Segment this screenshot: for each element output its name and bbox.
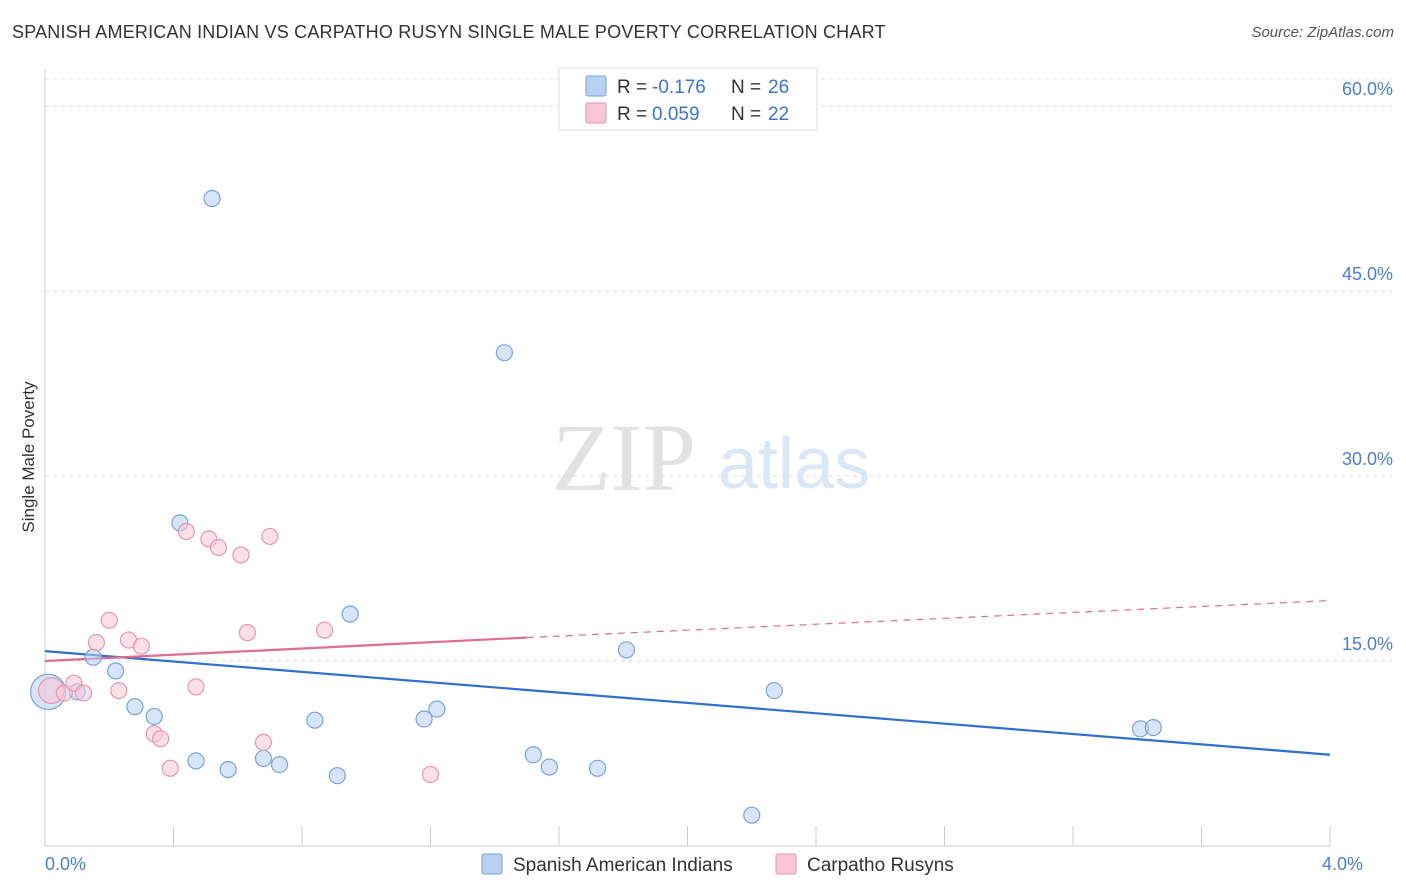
data-point-carpatho-rusyns: [74, 684, 93, 702]
data-point-carpatho-rusyns: [110, 681, 128, 700]
legend-n-label: N =: [731, 104, 761, 125]
data-point-spanish-american-indians: [540, 758, 558, 776]
watermark-atlas: atlas: [718, 424, 870, 504]
data-point-spanish-american-indians: [588, 759, 607, 777]
chart-title: SPANISH AMERICAN INDIAN VS CARPATHO RUSY…: [12, 22, 886, 42]
data-point-spanish-american-indians: [328, 767, 346, 785]
x-tick-label: 0.0%: [45, 854, 86, 874]
data-point-carpatho-rusyns: [209, 538, 228, 557]
data-point-carpatho-rusyns: [132, 637, 150, 655]
axes-layer: 15.0% 30.0% 45.0% 60.0% 0.0% 4.0%: [44, 69, 1393, 874]
watermark: ZIP atlas: [552, 404, 870, 511]
data-point-spanish-american-indians: [270, 755, 289, 774]
y-axis-label: Single Male Poverty: [19, 381, 38, 533]
data-point-spanish-american-indians: [187, 752, 205, 770]
data-point-carpatho-rusyns: [87, 633, 106, 652]
watermark-zip: ZIP: [552, 404, 696, 511]
legend-r-label: R =: [617, 104, 647, 125]
data-point-spanish-american-indians: [415, 710, 433, 728]
x-tick-label: 4.0%: [1322, 854, 1363, 874]
data-point-spanish-american-indians: [84, 648, 102, 666]
data-point-carpatho-rusyns: [238, 624, 256, 642]
data-point-spanish-american-indians: [306, 711, 324, 729]
data-point-carpatho-rusyns: [177, 522, 195, 541]
legend-n-value: 26: [768, 77, 789, 98]
series-legend: Spanish American Indians Carpatho Rusyns: [481, 853, 954, 876]
trend-layer: [44, 599, 1331, 756]
data-point-carpatho-rusyns: [261, 527, 279, 546]
legend-n-value: 22: [768, 104, 789, 125]
legend-swatch-spanish-american-indians: [481, 853, 503, 875]
legend-swatch-pink: [585, 102, 607, 124]
data-point-carpatho-rusyns: [187, 678, 205, 696]
data-point-spanish-american-indians: [524, 746, 542, 764]
data-point-carpatho-rusyns: [152, 730, 170, 748]
trend-line-spanish-american-indians: [44, 650, 1331, 756]
data-point-spanish-american-indians: [341, 605, 359, 623]
chart-source: Source: ZipAtlas.com: [1251, 24, 1394, 41]
data-point-spanish-american-indians: [428, 700, 446, 718]
data-point-spanish-american-indians: [617, 641, 636, 659]
data-point-spanish-american-indians: [107, 662, 125, 680]
data-point-spanish-american-indians: [495, 344, 513, 362]
y-tick-label: 45.0%: [1342, 264, 1393, 284]
legend-r-value: -0.176: [652, 77, 706, 98]
points-layer: [30, 189, 1162, 824]
legend-swatch-carpatho-rusyns: [775, 853, 797, 875]
legend-label-carpatho-rusyns: Carpatho Rusyns: [807, 855, 954, 876]
data-point-spanish-american-indians: [743, 806, 761, 824]
y-tick-label: 15.0%: [1342, 634, 1393, 654]
data-point-spanish-american-indians: [203, 189, 221, 208]
legend-label-spanish-american-indians: Spanish American Indians: [513, 855, 733, 876]
data-point-carpatho-rusyns: [100, 611, 118, 629]
trend-line-dashed-carpatho-rusyns: [526, 599, 1331, 639]
y-tick-label: 60.0%: [1342, 79, 1393, 99]
correlation-legend: R = -0.176 N = 26 R = 0.059 N = 22: [558, 67, 818, 131]
data-point-carpatho-rusyns: [254, 733, 273, 752]
data-point-spanish-american-indians: [219, 760, 237, 779]
data-point-spanish-american-indians: [126, 698, 144, 716]
data-point-carpatho-rusyns: [232, 546, 250, 564]
data-point-carpatho-rusyns: [421, 765, 440, 784]
grid-layer: [45, 78, 1392, 662]
y-tick-label: 30.0%: [1342, 449, 1393, 469]
data-point-spanish-american-indians: [254, 749, 273, 768]
legend-r-label: R =: [617, 77, 647, 98]
trend-line-carpatho-rusyns: [44, 636, 527, 663]
data-point-carpatho-rusyns: [161, 759, 179, 777]
data-point-spanish-american-indians: [765, 681, 783, 700]
legend-swatch-blue: [585, 75, 607, 97]
legend-n-label: N =: [731, 77, 761, 98]
data-point-carpatho-rusyns: [315, 621, 334, 639]
legend-r-value: 0.059: [652, 104, 700, 125]
data-point-spanish-american-indians: [1144, 718, 1162, 737]
data-point-spanish-american-indians: [145, 707, 163, 726]
